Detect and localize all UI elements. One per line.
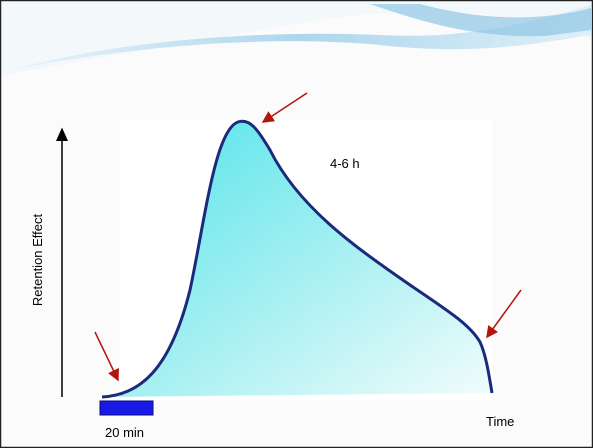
x-axis-label: Time	[486, 414, 514, 429]
page: Retention Effect Time 4-6 h 20 min (() =…	[0, 0, 593, 448]
dose-bar	[100, 401, 153, 415]
y-axis-label: Retention Effect	[30, 213, 45, 306]
duration-label: 4-6 h	[330, 156, 360, 171]
slide: Retention Effect Time 4-6 h 20 min	[0, 0, 593, 448]
dose-label: 20 min	[105, 425, 144, 440]
